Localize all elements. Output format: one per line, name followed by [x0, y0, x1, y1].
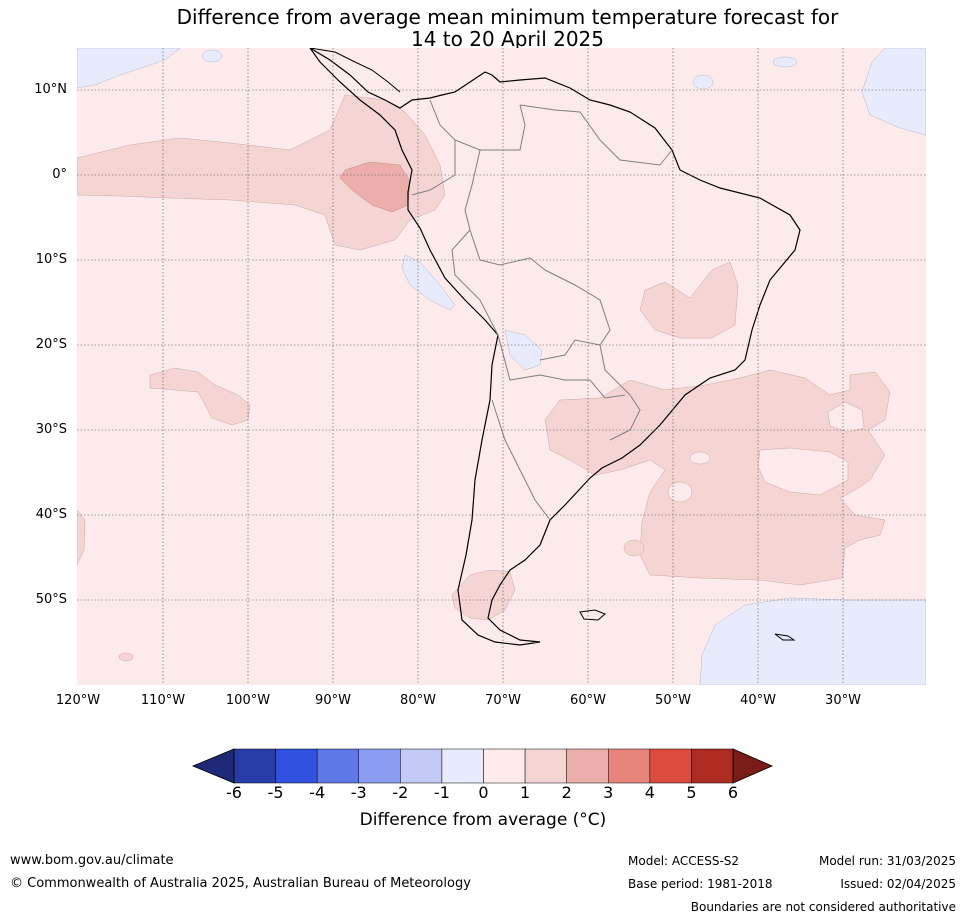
- lon-label-60w: 60°W: [570, 693, 606, 708]
- colorbar-cells: [233, 748, 734, 784]
- lon-label-30w: 30°W: [825, 693, 861, 708]
- colorbar-cell: [649, 748, 692, 784]
- colorbar-tick-label: -5: [267, 783, 284, 802]
- lat-label-20s: 20°S: [35, 337, 67, 352]
- anomaly-hole-4: [667, 481, 693, 503]
- lon-label-50w: 50°W: [655, 693, 691, 708]
- anomaly-area-1to2-south-atlantic: [544, 369, 891, 586]
- colorbar-over-arrow: [732, 748, 774, 784]
- anomaly-area-1to2-tiny: [118, 652, 134, 662]
- lat-label-50s: 50°S: [35, 592, 67, 607]
- map-title-line2: 14 to 20 April 2025: [410, 27, 605, 51]
- map-title-line1: Difference from average mean minimum tem…: [176, 5, 839, 29]
- anomaly-area-neg1-small-1: [692, 74, 714, 90]
- colorbar-cell: [233, 748, 276, 784]
- anomaly-hole-2: [827, 401, 865, 433]
- south-america-coastline: [309, 48, 801, 646]
- anomaly-area-neg1-ne: [861, 48, 926, 136]
- map-gridlines: [77, 48, 926, 685]
- anomaly-hole-1: [757, 447, 849, 496]
- lon-label-80w: 80°W: [400, 693, 436, 708]
- colorbar-tick-label: 5: [686, 783, 697, 802]
- colorbar-cell: [316, 748, 359, 784]
- anomaly-area-1to2-west-edge: [77, 509, 86, 566]
- colorbar-cell: [524, 748, 567, 784]
- footer-model: Model: ACCESS-S2: [628, 854, 740, 868]
- lat-label-10n: 10°N: [34, 82, 67, 97]
- lat-label-10s: 10°S: [35, 252, 67, 267]
- footer-disclaimer: Boundaries are not considered authoritat…: [690, 900, 956, 914]
- colorbar-tick-label: -2: [392, 783, 409, 802]
- colorbar-cell: [483, 748, 526, 784]
- anomaly-area-1to2-equatorial-pacific: [77, 94, 446, 251]
- colorbar-tick-label: 1: [519, 783, 531, 802]
- colorbar-under-arrow: [191, 748, 235, 784]
- lon-label-40w: 40°W: [740, 693, 776, 708]
- colorbar-cell: [441, 748, 484, 784]
- colorbar-cell: [358, 748, 401, 784]
- lat-label-30s: 30°S: [35, 422, 67, 437]
- colorbar-cell: [691, 748, 734, 784]
- colorbar-label: Difference from average (°C): [359, 810, 607, 830]
- south-georgia: [774, 633, 796, 641]
- anomaly-area-neg1-altiplano: [504, 329, 543, 371]
- colorbar-tick-label: -1: [433, 783, 450, 802]
- anomaly-hole-3: [689, 451, 711, 465]
- colorbar-tick-label: 0: [478, 783, 489, 802]
- anomaly-area-neg1-peru: [401, 254, 456, 311]
- footer-base-period: Base period: 1981-2018: [628, 877, 773, 891]
- anomaly-area-neg1-nw: [77, 48, 181, 89]
- colorbar-cell: [400, 748, 443, 784]
- country-borders: [411, 99, 673, 521]
- lon-label-120w: 120°W: [55, 693, 101, 708]
- colorbar-cell: [275, 748, 318, 784]
- footer-website: www.bom.gov.au/climate: [10, 853, 174, 868]
- footer-issued: Issued: 02/04/2025: [840, 877, 956, 891]
- anomaly-area-neg1-small-3: [201, 49, 223, 63]
- colorbar-tick-label: -6: [226, 783, 242, 802]
- footer-model-run: Model run: 31/03/2025: [818, 854, 956, 868]
- colorbar-tick-label: -3: [350, 783, 367, 802]
- anomaly-area-1to2-patagonia: [451, 569, 516, 621]
- colorbar-tick-label: 2: [561, 783, 572, 802]
- lat-label-40s: 40°S: [35, 507, 67, 522]
- central-america-coastline: [309, 48, 401, 93]
- anomaly-area-1to2-small: [623, 539, 645, 557]
- anomaly-area-2to3-galapagos: [339, 161, 411, 213]
- colorbar-cell: [608, 748, 651, 784]
- colorbar-tick-label: 4: [644, 783, 655, 802]
- lon-label-110w: 110°W: [140, 693, 186, 708]
- lon-label-100w: 100°W: [225, 693, 271, 708]
- anomaly-area-neg1-small-2: [772, 56, 798, 68]
- colorbar-tick-label: 3: [603, 783, 614, 802]
- colorbar-tick-label: 6: [727, 783, 739, 802]
- lon-label-70w: 70°W: [485, 693, 521, 708]
- footer-copyright: © Commonwealth of Australia 2025, Austra…: [10, 876, 471, 891]
- falkland-islands: [579, 609, 606, 621]
- lon-label-90w: 90°W: [315, 693, 351, 708]
- lat-label-0: 0°: [52, 167, 67, 182]
- colorbar-cell: [566, 748, 609, 784]
- anomaly-area-1to2-brazil: [639, 261, 739, 339]
- colorbar-tick-label: -4: [309, 783, 326, 802]
